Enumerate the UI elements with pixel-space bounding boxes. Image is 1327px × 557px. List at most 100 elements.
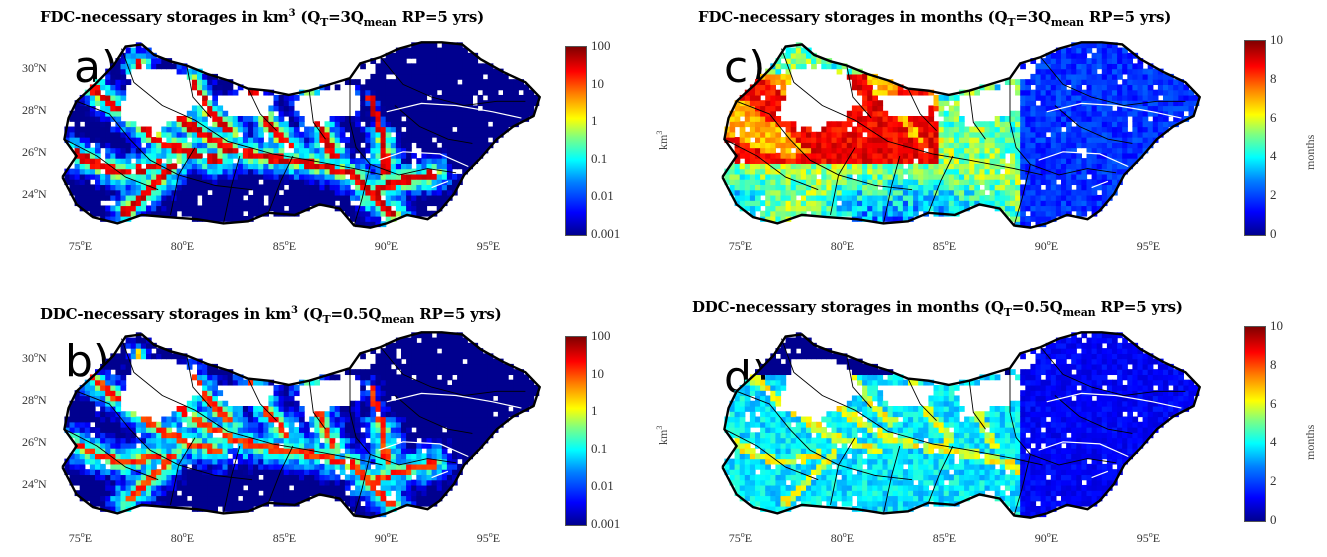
raster-cell — [314, 411, 320, 418]
raster-cell — [324, 453, 331, 460]
raster-cell — [151, 205, 157, 212]
raster-cell — [897, 173, 904, 180]
raster-cell — [115, 469, 122, 476]
raster-cell — [482, 384, 489, 391]
raster-cell — [360, 110, 366, 117]
raster-cell — [135, 189, 142, 196]
raster-cell — [74, 427, 81, 433]
raster-cell — [242, 216, 249, 222]
raster-cell — [299, 458, 305, 465]
raster-cell — [212, 400, 218, 407]
raster-cell — [146, 58, 152, 64]
raster-cell — [283, 121, 290, 128]
raster-cell — [431, 179, 438, 186]
raster-cell — [760, 89, 766, 96]
raster-cell — [426, 52, 433, 59]
raster-cell — [202, 131, 208, 138]
raster-cell — [923, 131, 929, 138]
raster-cell — [161, 152, 167, 159]
raster-cell — [760, 137, 766, 143]
raster-cell — [360, 173, 366, 180]
raster-cell — [744, 189, 751, 196]
raster-cell — [441, 158, 448, 164]
raster-cell — [923, 194, 929, 201]
raster-cell — [115, 484, 122, 491]
raster-cell — [426, 126, 433, 133]
raster-cell — [222, 453, 229, 460]
raster-cell — [401, 158, 407, 164]
raster-cell — [739, 137, 746, 143]
raster-cell — [95, 458, 101, 465]
raster-cell — [487, 400, 494, 407]
raster-cell — [304, 147, 310, 154]
raster-cell — [344, 448, 351, 454]
raster-cell — [253, 126, 259, 133]
raster-cell — [217, 152, 224, 159]
raster-cell — [140, 348, 147, 354]
raster-cell — [202, 369, 208, 376]
raster-cell — [380, 184, 387, 191]
subbasin-boundary — [308, 380, 326, 430]
raster-cell — [69, 469, 76, 476]
raster-cell — [821, 58, 827, 64]
raster-cell — [395, 121, 402, 128]
raster-cell — [79, 400, 86, 407]
raster-cell — [426, 474, 433, 481]
raster-cell — [887, 126, 894, 133]
raster-cell — [283, 94, 290, 101]
raster-cell — [401, 348, 407, 354]
raster-cell — [892, 137, 899, 143]
raster-cell — [406, 479, 412, 486]
raster-cell — [836, 158, 843, 164]
raster-cell — [857, 152, 863, 159]
raster-cell — [395, 390, 402, 397]
raster-cell — [482, 84, 489, 91]
raster-cell — [739, 131, 746, 138]
raster-cell — [375, 506, 382, 512]
raster-cell — [166, 163, 173, 170]
raster-cell — [115, 147, 122, 154]
raster-cell — [923, 116, 929, 122]
raster-cell — [324, 448, 331, 454]
raster-cell — [135, 458, 142, 465]
raster-cell — [100, 94, 106, 101]
raster-cell — [355, 84, 361, 91]
raster-cell — [248, 137, 254, 143]
raster-cell — [380, 105, 387, 112]
raster-cell — [421, 479, 428, 486]
raster-cell — [202, 168, 208, 175]
raster-cell — [89, 379, 96, 386]
raster-cell — [166, 432, 173, 439]
raster-cell — [482, 395, 489, 402]
raster-cell — [100, 173, 106, 180]
raster-cell — [120, 189, 127, 196]
raster-cell — [355, 110, 361, 117]
raster-cell — [115, 158, 122, 164]
raster-cell — [135, 448, 142, 454]
raster-cell — [472, 126, 479, 133]
raster-cell — [309, 469, 315, 476]
raster-cell — [161, 131, 167, 138]
raster-cell — [867, 147, 873, 154]
raster-cell — [344, 463, 351, 470]
panel-a-title: FDC-necessary storages in km3 (QT=3Qmean… — [40, 8, 484, 29]
raster-cell — [785, 189, 792, 196]
raster-cell — [375, 73, 382, 80]
raster-cell — [263, 495, 269, 502]
raster-cell — [518, 369, 524, 376]
raster-cell — [411, 484, 417, 491]
raster-cell — [370, 179, 377, 186]
raster-cell — [375, 79, 382, 86]
raster-cell — [380, 163, 387, 170]
raster-cell — [151, 210, 157, 217]
raster-cell — [334, 168, 341, 175]
raster-cell — [248, 484, 254, 491]
raster-cell — [385, 189, 392, 196]
raster-cell — [851, 105, 858, 112]
raster-cell — [477, 416, 484, 423]
raster-cell — [477, 137, 484, 143]
raster-cell — [390, 168, 397, 175]
raster-cell — [744, 94, 751, 101]
raster-cell — [406, 121, 412, 128]
raster-cell — [370, 137, 377, 143]
